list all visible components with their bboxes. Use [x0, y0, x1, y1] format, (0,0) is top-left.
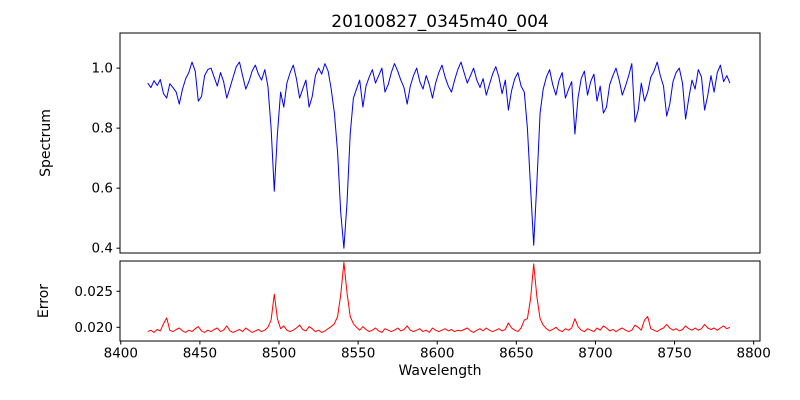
x-tick-label: 8700 — [578, 346, 612, 362]
chart-title: 20100827_0345m40_004 — [331, 12, 549, 32]
spectrum-y-tick-label: 0.4 — [92, 241, 113, 257]
spectrum-frame — [119, 32, 761, 254]
x-tick-label: 8600 — [420, 346, 454, 362]
spectrum-line — [147, 61, 731, 249]
error-y-tick-label: 0.020 — [74, 320, 113, 336]
x-tick-label: 8400 — [104, 346, 138, 362]
x-tick-label: 8500 — [262, 346, 296, 362]
x-tick-label: 8450 — [183, 346, 217, 362]
spectrum-y-tick-label: 0.8 — [92, 121, 113, 137]
x-tick-label: 8800 — [736, 346, 770, 362]
spectrum-y-tick-label: 0.6 — [92, 181, 113, 197]
x-tick-label: 8550 — [341, 346, 375, 362]
error-y-tick-label: 0.025 — [74, 284, 113, 300]
spectrum-y-tick-label: 1.0 — [92, 61, 113, 77]
x-axis-label: Wavelength — [398, 363, 482, 379]
error-frame — [119, 260, 761, 342]
error-line — [147, 261, 731, 333]
x-tick-label: 8750 — [657, 346, 691, 362]
x-tick-label: 8650 — [499, 346, 533, 362]
